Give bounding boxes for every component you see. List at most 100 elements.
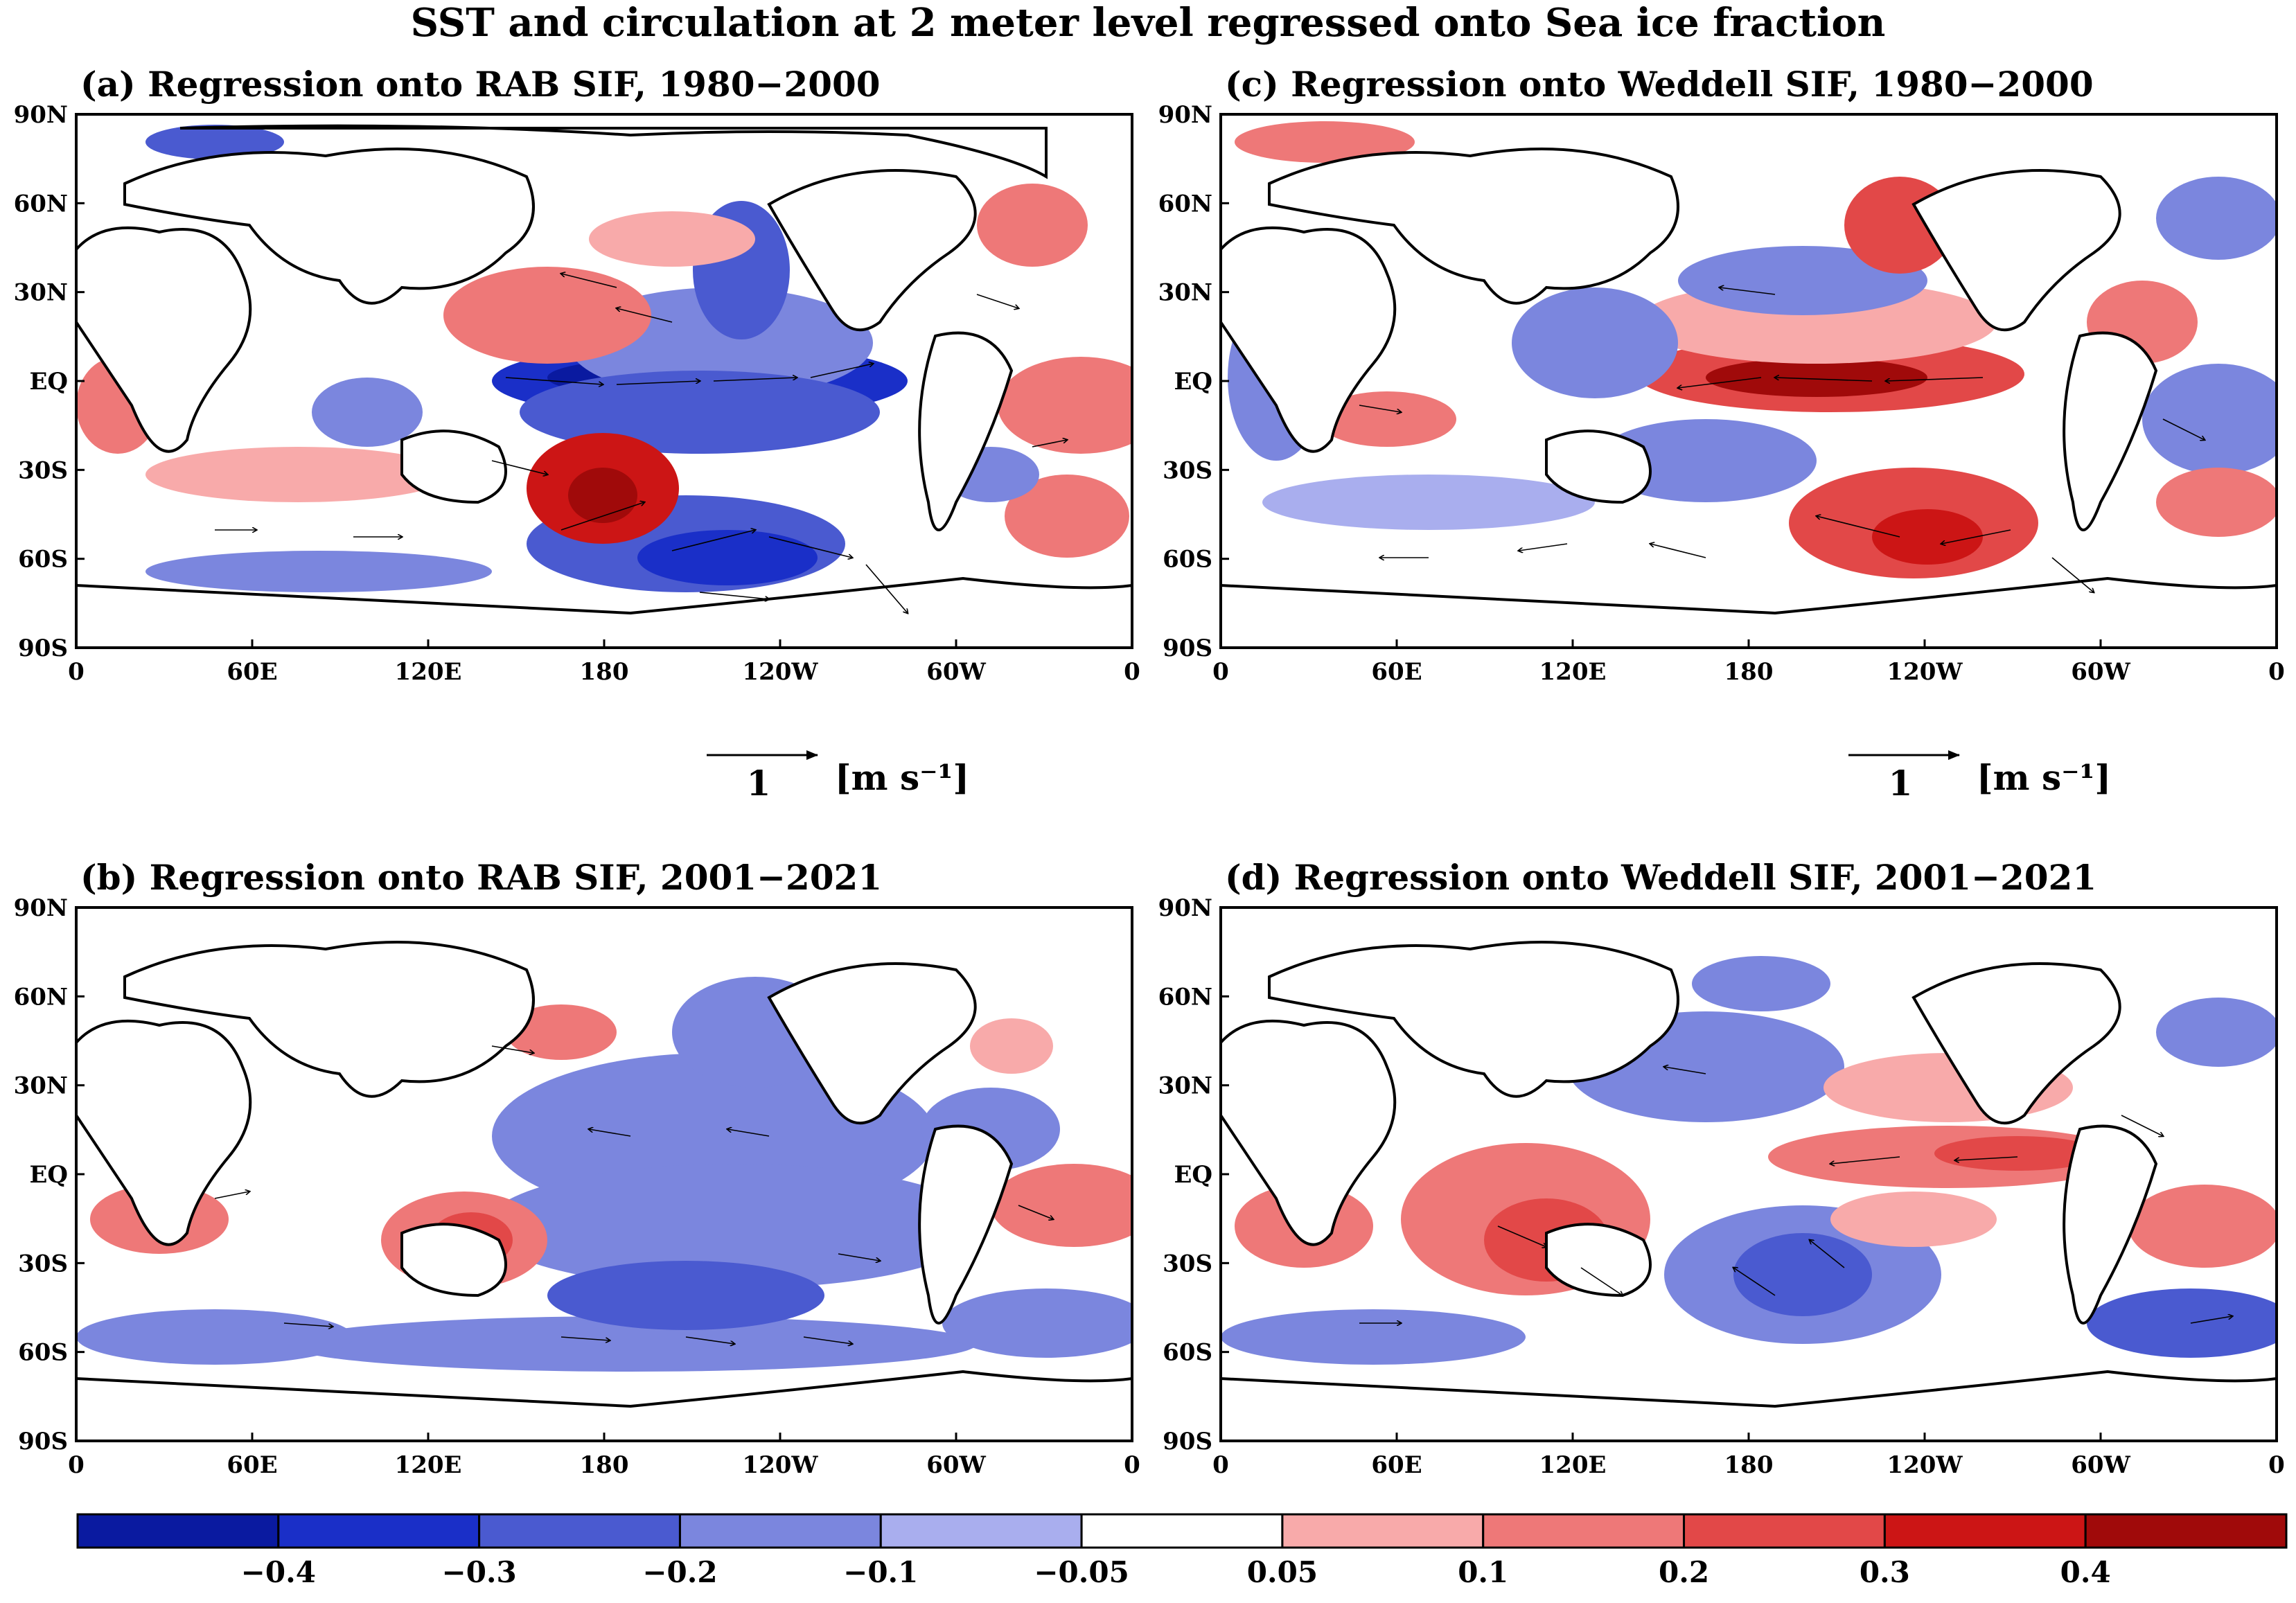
wind-vectors-d bbox=[1359, 1067, 2232, 1323]
lon-tick-label-b: 60E bbox=[227, 1451, 277, 1479]
lon-tick-label-a: 60W bbox=[926, 658, 986, 686]
lat-tick-label-c: 30S bbox=[1163, 457, 1212, 484]
landmass-a bbox=[75, 124, 1133, 649]
colorbar-swatch bbox=[1683, 1513, 1886, 1549]
lon-tick-label-a: 120W bbox=[742, 658, 818, 686]
colorbar-swatch bbox=[1281, 1513, 1485, 1549]
lon-tick-label-a: 180 bbox=[580, 658, 629, 686]
lat-tick-label-a: 60S bbox=[18, 546, 68, 574]
colorbar-swatch bbox=[1482, 1513, 1686, 1549]
lon-tick-label-d: 0 bbox=[2268, 1451, 2285, 1479]
lat-tick-label-d: EQ bbox=[1174, 1161, 1212, 1189]
lat-tick-label-b: 60N bbox=[14, 983, 68, 1011]
lat-tick-label-a: 30S bbox=[18, 457, 68, 484]
colorbar-tick-label: 0.3 bbox=[1860, 1555, 1910, 1589]
lat-tick-label-a: EQ bbox=[29, 368, 68, 396]
panel-d-label: (d) Regression onto Weddell SIF, 2001−20… bbox=[1225, 857, 2096, 898]
landmass-b bbox=[75, 941, 1133, 1442]
lon-tick-label-b: 120E bbox=[395, 1451, 462, 1479]
panel-d: (d) Regression onto Weddell SIF, 2001−20… bbox=[1219, 857, 2278, 1442]
sst-field-a bbox=[76, 125, 1132, 592]
colorbar-tick-label: −0.2 bbox=[642, 1555, 717, 1589]
colorbar-swatch bbox=[1883, 1513, 2087, 1549]
lat-tick-label-c: 90S bbox=[1163, 635, 1212, 662]
reference-vector-left-value: 1 bbox=[747, 763, 771, 804]
panel-a-label: (a) Regression onto RAB SIF, 1980−2000 bbox=[80, 64, 881, 105]
colorbar-tick-label: −0.3 bbox=[442, 1555, 517, 1589]
panel-b: (b) Regression onto RAB SIF, 2001−2021 bbox=[75, 857, 1133, 1442]
lon-tick-label-d: 60W bbox=[2071, 1451, 2130, 1479]
lon-tick-label-d: 60E bbox=[1371, 1451, 1422, 1479]
colorbar-tick-label: 0.1 bbox=[1458, 1555, 1508, 1589]
colorbar-swatch bbox=[879, 1513, 1083, 1549]
panel-b-label: (b) Regression onto RAB SIF, 2001−2021 bbox=[80, 857, 882, 898]
panel-c: (c) Regression onto Weddell SIF, 1980−20… bbox=[1219, 64, 2278, 649]
lon-tick-label-c: 0 bbox=[1212, 658, 1229, 686]
lat-tick-label-c: EQ bbox=[1174, 368, 1212, 396]
lon-tick-label-d: 120W bbox=[1887, 1451, 1963, 1479]
lon-tick-label-b: 120W bbox=[742, 1451, 818, 1479]
colorbar-tick-label: 0.2 bbox=[1659, 1555, 1709, 1589]
lat-tick-label-c: 60S bbox=[1163, 546, 1212, 574]
lon-tick-label-d: 180 bbox=[1724, 1451, 1774, 1479]
lon-tick-label-d: 120E bbox=[1539, 1451, 1607, 1479]
colorbar-swatch bbox=[2084, 1513, 2288, 1549]
lat-tick-label-d: 60N bbox=[1158, 983, 1212, 1011]
landmass-c bbox=[1219, 148, 2278, 649]
reference-vector-right-value: 1 bbox=[1889, 763, 1913, 804]
lon-tick-label-c: 120W bbox=[1887, 658, 1963, 686]
figure-title: SST and circulation at 2 meter level reg… bbox=[411, 0, 1886, 46]
lat-tick-label-b: 90N bbox=[14, 894, 68, 922]
wind-vectors-c bbox=[1359, 287, 2205, 592]
lat-tick-label-d: 30N bbox=[1158, 1072, 1212, 1100]
lat-tick-label-a: 90N bbox=[14, 101, 68, 129]
lat-tick-label-c: 60N bbox=[1158, 190, 1212, 218]
lon-tick-label-b: 0 bbox=[68, 1451, 85, 1479]
lon-tick-label-b: 180 bbox=[580, 1451, 629, 1479]
lat-tick-label-b: 90S bbox=[18, 1428, 68, 1455]
reference-vector-left-unit: [m s⁻¹] bbox=[835, 757, 969, 798]
lat-tick-label-a: 30N bbox=[14, 279, 68, 307]
lat-tick-label-a: 60N bbox=[14, 190, 68, 218]
reference-vector-right: 1 [m s⁻¹] bbox=[1848, 750, 2111, 804]
wind-vectors-b bbox=[214, 1045, 1053, 1344]
colorbar-tick-label: −0.05 bbox=[1034, 1555, 1129, 1589]
landmass-d bbox=[1219, 941, 2278, 1442]
lon-tick-label-a: 0 bbox=[1124, 658, 1140, 686]
lon-tick-label-c: 60W bbox=[2071, 658, 2130, 686]
colorbar: −0.4 −0.3 −0.2 −0.1 −0.05 0.05 0.1 0.2 0.3 0.4 bbox=[76, 1513, 2288, 1589]
lat-tick-label-c: 30N bbox=[1158, 279, 1212, 307]
colorbar-tick-label: −0.4 bbox=[241, 1555, 316, 1589]
lon-tick-label-c: 60E bbox=[1371, 658, 1422, 686]
colorbar-swatch bbox=[678, 1513, 882, 1549]
lat-tick-label-a: 90S bbox=[18, 635, 68, 662]
lon-tick-label-a: 120E bbox=[395, 658, 462, 686]
colorbar-swatch bbox=[478, 1513, 681, 1549]
lon-tick-label-c: 120E bbox=[1539, 658, 1607, 686]
colorbar-tick-label: 0.4 bbox=[2060, 1555, 2111, 1589]
lat-tick-label-b: 60S bbox=[18, 1339, 68, 1367]
colorbar-swatch bbox=[1080, 1513, 1284, 1549]
lon-tick-label-a: 60E bbox=[227, 658, 277, 686]
lon-tick-label-d: 0 bbox=[1212, 1451, 1229, 1479]
colorbar-swatch bbox=[76, 1513, 280, 1549]
lat-tick-label-b: 30S bbox=[18, 1250, 68, 1277]
lat-tick-label-b: 30N bbox=[14, 1072, 68, 1100]
reference-vector-right-unit: [m s⁻¹] bbox=[1977, 757, 2111, 798]
wind-vectors-a bbox=[215, 274, 1067, 613]
panel-a: (a) Regression onto RAB SIF, 1980−2000 bbox=[75, 64, 1133, 649]
panel-c-label: (c) Regression onto Weddell SIF, 1980−20… bbox=[1225, 64, 2094, 105]
lon-tick-label-b: 0 bbox=[1124, 1451, 1140, 1479]
lat-tick-label-d: 30S bbox=[1163, 1250, 1212, 1277]
lat-tick-label-d: 90N bbox=[1158, 894, 1212, 922]
lon-tick-label-c: 180 bbox=[1724, 658, 1774, 686]
lat-tick-label-b: EQ bbox=[29, 1161, 68, 1189]
reference-vector-left: 1 [m s⁻¹] bbox=[707, 750, 969, 804]
sst-field-d bbox=[1221, 956, 2277, 1365]
lat-tick-label-d: 90S bbox=[1163, 1428, 1212, 1455]
lon-tick-label-b: 60W bbox=[926, 1451, 986, 1479]
lon-tick-label-c: 0 bbox=[2268, 658, 2285, 686]
colorbar-tick-label: 0.05 bbox=[1247, 1555, 1318, 1589]
